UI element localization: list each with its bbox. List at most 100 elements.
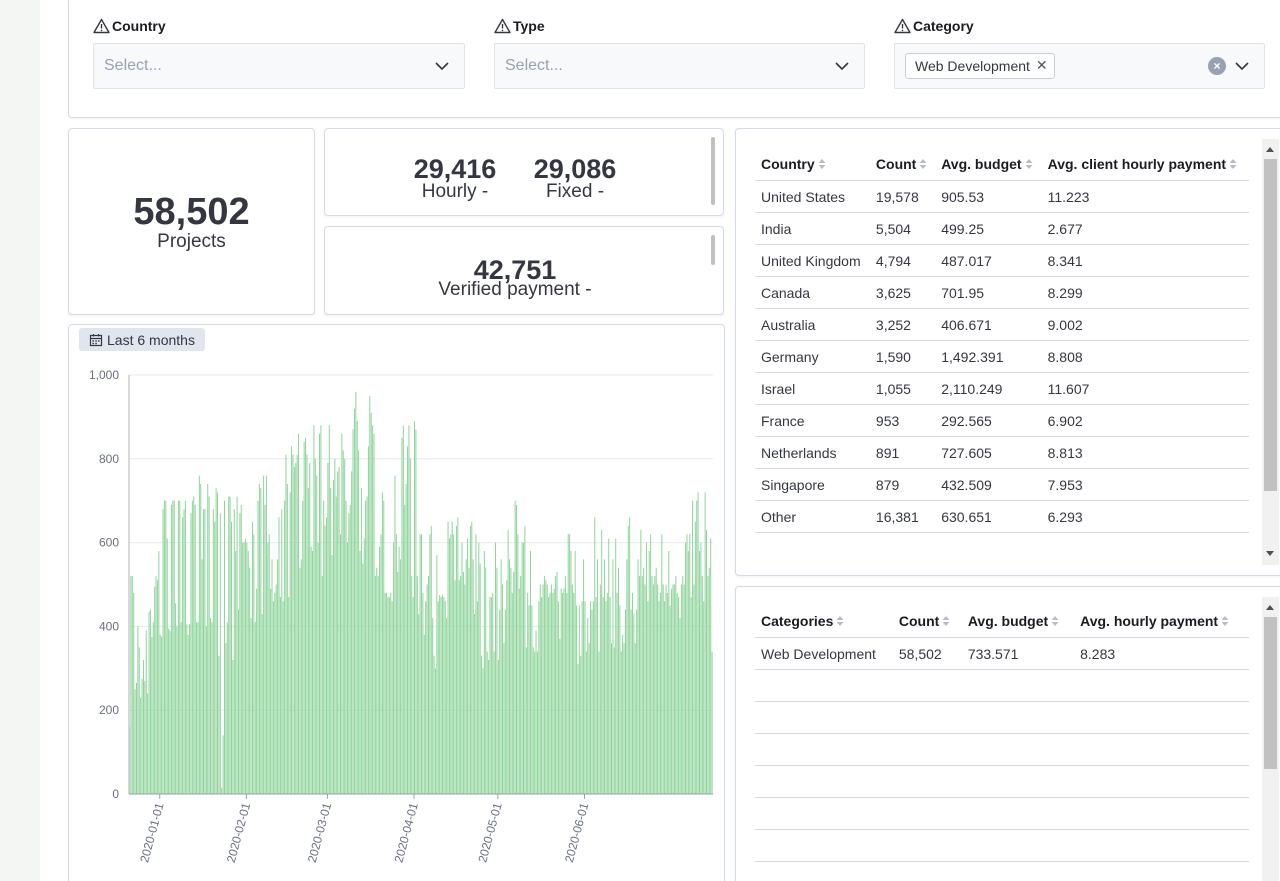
chart-panel: Last 6 months 0 200 400 600 800 1,000 2020-01-… [68,324,725,881]
chart-bar [358,450,360,794]
chart-bar [427,576,429,794]
chart-bar [316,475,318,794]
chart-bar [402,425,404,794]
chart-bar [529,550,531,794]
column-header[interactable]: Count [869,148,936,181]
column-header[interactable]: Country [755,148,870,181]
chart-bar [682,576,684,794]
chart-bar [194,504,196,794]
panel-scrollbar[interactable] [711,137,715,205]
clear-selection-icon[interactable]: × [1208,57,1226,75]
column-header[interactable]: Count [892,605,962,638]
country-table-panel: Country Count Avg. budget Avg. client hourl… [735,128,1280,576]
scrollbar-thumb[interactable] [1264,617,1277,769]
chart-bar [703,601,705,794]
sort-icon[interactable] [1025,158,1033,170]
category-select[interactable]: Web Development ✕ × [894,43,1265,89]
hourly-metric-value: 29,416 [413,154,497,184]
table-cell: Other [755,500,870,533]
dashboard-canvas: Country Select... Type Select... Categor… [40,0,1280,881]
chart-bar [690,597,692,794]
chart-bar [175,603,177,794]
chevron-down-icon[interactable] [434,58,450,74]
chart-bar [527,592,529,794]
panel-scrollbar[interactable] [711,235,715,265]
column-header[interactable]: Avg. budget [935,148,1042,181]
chart-bar [513,571,515,794]
chart-bar [673,584,675,794]
chevron-down-icon[interactable] [1234,58,1250,74]
chart-bar [380,534,382,794]
chart-bar [376,567,378,794]
chart-bar [346,542,348,794]
column-header[interactable]: Categories [755,605,893,638]
chart-bar [535,630,537,794]
chart-bar [182,517,184,794]
chart-bar [697,492,699,794]
sort-icon[interactable] [1051,615,1059,627]
table-cell: 7.953 [1041,468,1249,501]
verified-metric-panel: 42,751 Verified payment - [324,226,724,315]
category-pill[interactable]: Web Development ✕ [905,53,1055,79]
column-header[interactable]: Avg. hourly payment [1074,605,1249,638]
chart-bar [647,601,649,794]
category-table-scrollbar[interactable] [1262,597,1279,881]
scroll-down-arrow[interactable] [1266,551,1274,556]
sort-icon[interactable] [942,615,950,627]
empty-table-row [755,765,1249,798]
table-cell: United States [755,180,870,213]
sort-icon[interactable] [919,158,927,170]
chart-bar [365,500,367,794]
chart-bar [349,504,351,794]
column-header[interactable]: Avg. client hourly payment [1041,148,1249,181]
chart-bar [203,509,205,794]
chart-bar [567,534,569,794]
chart-bar [457,517,459,794]
chart-bar [531,605,533,794]
chart-bar [525,647,527,794]
country-select[interactable]: Select... [93,43,465,89]
chart-bar [509,559,511,794]
table-cell: 19,578 [869,180,936,213]
chevron-down-icon[interactable] [834,58,850,74]
chart-bar [345,500,347,794]
chart-bar [637,559,639,794]
chart-bar [204,509,206,794]
column-header-label: Avg. budget [941,156,1022,172]
country-table-scrollbar[interactable] [1262,139,1279,565]
chart-bar [320,425,322,794]
chart-bar [387,597,389,794]
table-cell: 6.902 [1041,404,1249,437]
sort-icon[interactable] [818,158,826,170]
chart-bar [643,567,645,794]
x-tick-label: 2020-06-01 [562,801,591,864]
chart-bar [370,412,372,794]
scroll-up-arrow[interactable] [1266,147,1274,152]
chart-bar [332,479,334,794]
chart-bar [634,643,636,794]
column-header-label: Categories [761,613,834,629]
table-cell: France [755,404,870,437]
chart-bar [524,525,526,794]
chart-bar [200,483,202,794]
type-select[interactable]: Select... [494,43,865,89]
column-header[interactable]: Avg. budget [961,605,1075,638]
chart-bar [696,500,698,794]
sort-icon[interactable] [1221,615,1229,627]
time-range-badge[interactable]: Last 6 months [79,328,205,351]
scroll-up-arrow[interactable] [1266,605,1274,610]
chart-bar [130,576,132,794]
chart-bar [636,609,638,794]
chart-bar [562,592,564,794]
chart-bar [423,634,425,794]
chart-bar [140,697,142,794]
projects-metric-label: Projects [157,231,226,252]
sort-icon[interactable] [1229,158,1237,170]
chart-bar [412,597,414,794]
sort-icon[interactable] [836,615,844,627]
remove-pill-icon[interactable]: ✕ [1035,57,1048,73]
scrollbar-thumb[interactable] [1264,159,1277,491]
chart-bar [699,550,701,794]
chart-bar [183,509,185,794]
country-filter-label-text: Country [112,18,166,34]
